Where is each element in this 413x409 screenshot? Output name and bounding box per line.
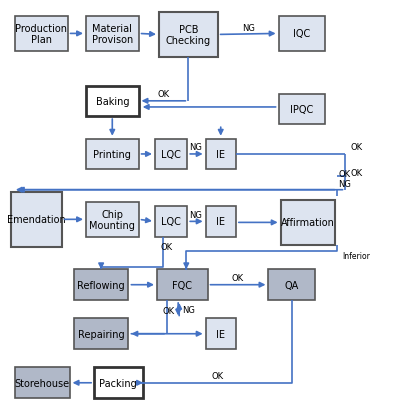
Text: Affirmation: Affirmation (281, 218, 335, 228)
Text: FQC: FQC (172, 280, 192, 290)
Text: OK: OK (157, 90, 169, 99)
FancyBboxPatch shape (278, 94, 325, 125)
FancyBboxPatch shape (15, 368, 70, 398)
Text: OK: OK (211, 371, 223, 380)
FancyBboxPatch shape (86, 139, 139, 170)
Text: Repairing: Repairing (78, 329, 124, 339)
FancyBboxPatch shape (15, 17, 68, 52)
FancyBboxPatch shape (86, 86, 139, 117)
Text: PCB
Checking: PCB Checking (166, 25, 211, 46)
Text: NG: NG (182, 305, 195, 314)
FancyBboxPatch shape (280, 200, 335, 245)
FancyBboxPatch shape (268, 270, 315, 300)
Text: IE: IE (216, 329, 225, 339)
Text: LQC: LQC (161, 217, 181, 227)
FancyBboxPatch shape (86, 17, 139, 52)
Text: Material
Provison: Material Provison (92, 24, 133, 45)
Text: Storehouse: Storehouse (15, 378, 70, 388)
FancyBboxPatch shape (86, 202, 139, 237)
Text: Baking: Baking (95, 97, 129, 107)
Text: Inferior: Inferior (342, 251, 370, 260)
Text: Reflowing: Reflowing (77, 280, 125, 290)
FancyBboxPatch shape (278, 17, 325, 52)
Text: OK: OK (350, 169, 362, 178)
FancyBboxPatch shape (155, 207, 187, 237)
Text: OK: OK (163, 306, 175, 315)
Text: Emendation: Emendation (7, 215, 66, 225)
FancyBboxPatch shape (74, 319, 128, 349)
FancyBboxPatch shape (74, 270, 128, 300)
Text: OK: OK (161, 243, 173, 252)
FancyBboxPatch shape (159, 13, 218, 58)
Text: Printing: Printing (93, 150, 131, 160)
FancyBboxPatch shape (94, 368, 142, 398)
Text: IQC: IQC (293, 29, 311, 39)
FancyBboxPatch shape (206, 139, 236, 170)
FancyBboxPatch shape (206, 207, 236, 237)
Text: Production
Plan: Production Plan (15, 24, 67, 45)
Text: IPQC: IPQC (290, 105, 313, 115)
Text: NG: NG (339, 180, 351, 189)
Text: NG: NG (242, 23, 254, 32)
Text: IE: IE (216, 150, 225, 160)
FancyBboxPatch shape (206, 319, 236, 349)
Text: NG: NG (189, 210, 202, 219)
Text: OK: OK (350, 143, 362, 152)
Text: Chip
Mounting: Chip Mounting (89, 209, 135, 231)
FancyBboxPatch shape (155, 139, 187, 170)
FancyBboxPatch shape (11, 192, 62, 247)
Text: LQC: LQC (161, 150, 181, 160)
Text: IE: IE (216, 217, 225, 227)
Text: OK: OK (339, 169, 351, 178)
Text: NG: NG (189, 143, 202, 152)
Text: QA: QA (285, 280, 299, 290)
Text: OK: OK (232, 273, 244, 282)
FancyBboxPatch shape (157, 270, 208, 300)
Text: Packing: Packing (100, 378, 137, 388)
